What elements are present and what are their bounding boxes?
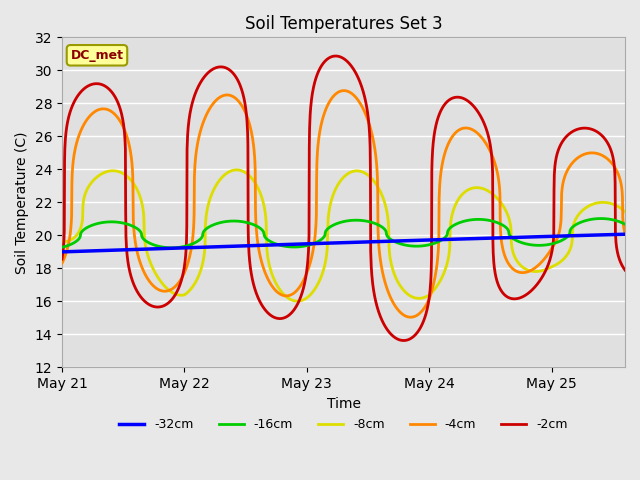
Title: Soil Temperatures Set 3: Soil Temperatures Set 3: [244, 15, 442, 33]
X-axis label: Time: Time: [326, 396, 360, 411]
Y-axis label: Soil Temperature (C): Soil Temperature (C): [15, 131, 29, 274]
Text: DC_met: DC_met: [70, 49, 124, 62]
Legend: -32cm, -16cm, -8cm, -4cm, -2cm: -32cm, -16cm, -8cm, -4cm, -2cm: [115, 413, 573, 436]
